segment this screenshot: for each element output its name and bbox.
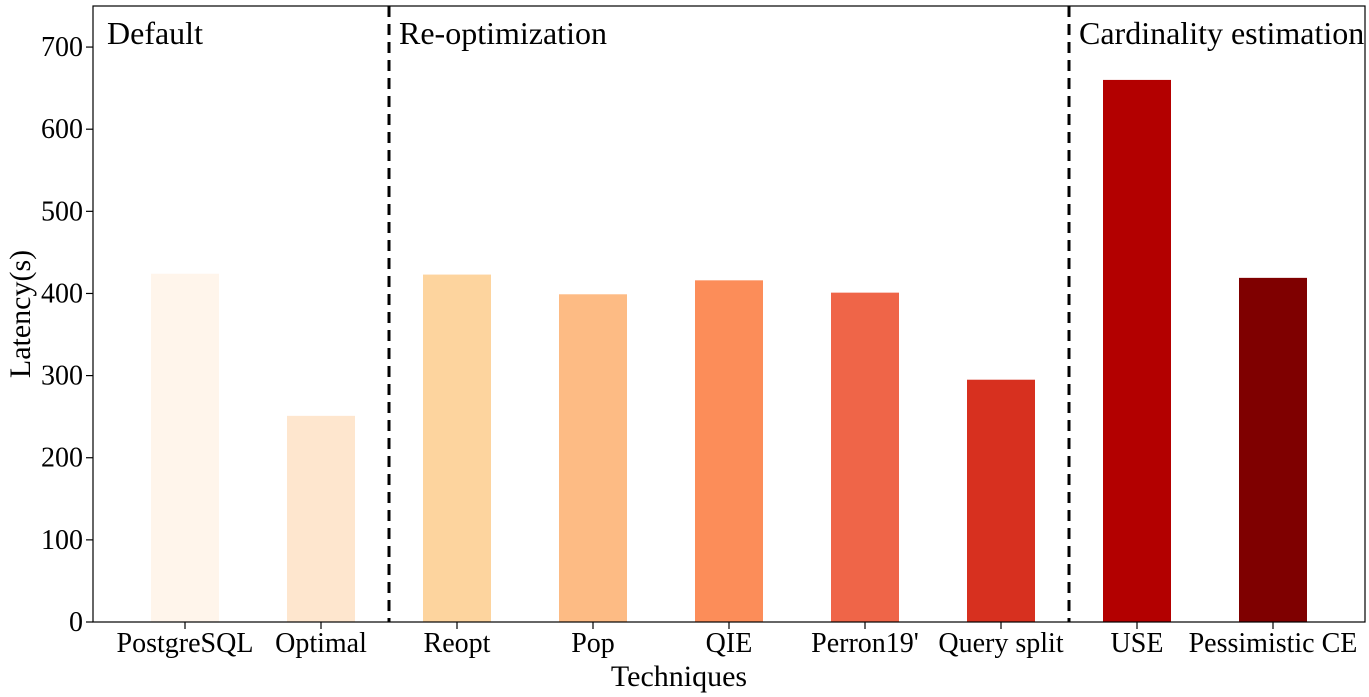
y-tick-label: 200 [41, 443, 83, 474]
y-tick-label: 300 [41, 361, 83, 392]
section-label-default: Default [107, 15, 203, 51]
y-tick-label: 100 [41, 525, 83, 556]
bar-postgresql [151, 273, 219, 622]
bar-pessimistic-ce [1239, 277, 1307, 622]
bar-pop [559, 294, 627, 622]
y-tick-label: 600 [41, 114, 83, 145]
bar-perron19- [831, 292, 899, 622]
section-labels: Default Re-optimization Cardinality estima… [107, 15, 1364, 51]
section-dividers [387, 6, 1071, 622]
x-tick-label: Perron19' [811, 628, 919, 659]
x-tick-label: Optimal [275, 628, 367, 659]
x-axis-ticks: PostgreSQL Optimal Reopt Pop QIE Perron19' Que… [117, 622, 1358, 659]
section-label-re-optimization: Re-optimization [399, 15, 607, 51]
y-tick-label: 700 [41, 32, 83, 63]
y-tick-label: 500 [41, 196, 83, 227]
bar-reopt [423, 274, 491, 622]
x-tick-label: QIE [706, 628, 753, 659]
y-tick-label: 400 [41, 278, 83, 309]
y-tick-label: 0 [69, 607, 83, 638]
bar-optimal [287, 415, 355, 622]
y-axis-title: Latency(s) [4, 250, 37, 378]
x-tick-label: PostgreSQL [117, 628, 254, 659]
bar-use [1103, 79, 1171, 623]
section-label-cardinality-estimation: Cardinality estimation [1079, 15, 1364, 51]
x-tick-label: Query split [938, 628, 1063, 659]
x-tick-label: Pop [571, 628, 615, 659]
bar-qie [695, 280, 763, 622]
bar-query-split [967, 379, 1035, 622]
y-axis-ticks: 0 100 200 300 400 500 600 700 [41, 32, 93, 638]
x-axis-title: Techniques [611, 660, 747, 693]
x-tick-label: Pessimistic CE [1189, 628, 1358, 659]
bars-group [151, 79, 1307, 623]
x-tick-label: Reopt [424, 628, 491, 659]
x-tick-label: USE [1111, 628, 1164, 659]
